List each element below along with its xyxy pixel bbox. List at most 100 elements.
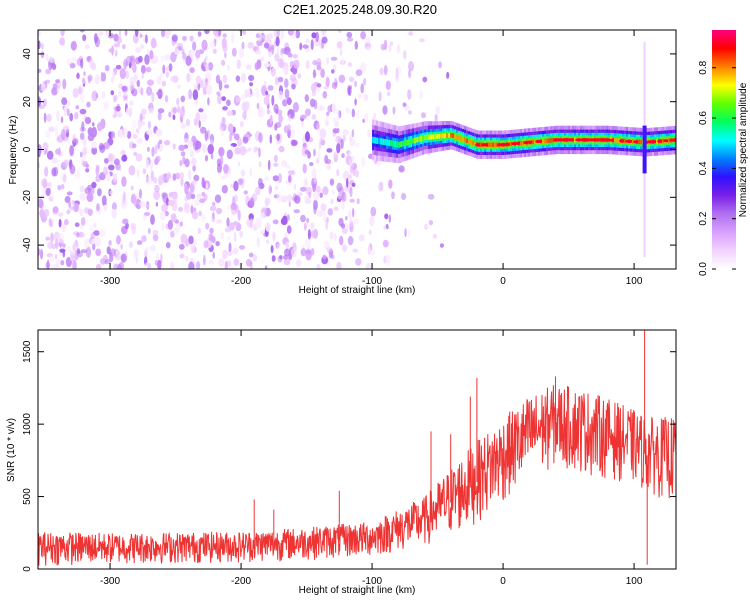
spectrogram-noise-cell bbox=[188, 169, 192, 180]
spectrogram-noise-cell bbox=[38, 30, 41, 37]
spectrogram-noise-cell bbox=[216, 207, 223, 215]
y-tick-label: 1500 bbox=[22, 340, 33, 363]
spectrogram-noise-cell bbox=[339, 235, 344, 246]
spectrogram-noise-cell bbox=[200, 112, 208, 123]
spectrogram-noise-cell bbox=[297, 73, 302, 79]
spectrogram-noise-cell bbox=[330, 198, 334, 205]
spectrogram-noise-cell bbox=[323, 241, 330, 250]
spectrogram-noise-cell bbox=[408, 61, 414, 72]
spectrogram-noise-cell bbox=[79, 185, 85, 193]
spectrogram-noise-cell bbox=[81, 121, 85, 132]
spectrogram-noise-cell bbox=[354, 40, 358, 50]
spectrogram-noise-cell bbox=[222, 106, 228, 111]
spectrogram-noise-cell bbox=[198, 210, 202, 217]
spectrogram-noise-cell bbox=[121, 85, 128, 92]
spectrogram-noise-cell bbox=[93, 230, 100, 236]
spectrogram-noise-cell bbox=[156, 252, 160, 261]
spectrogram-noise-cell bbox=[145, 34, 148, 44]
spectrogram-noise-cell bbox=[192, 211, 199, 220]
spectrogram-noise-cell bbox=[247, 147, 252, 152]
spectrogram-noise-cell bbox=[172, 75, 179, 83]
spectrogram-noise-cell bbox=[320, 68, 325, 78]
spectrogram-noise-cell bbox=[60, 30, 65, 37]
spectrogram-noise-cell bbox=[221, 184, 228, 194]
spectrogram-noise-cell bbox=[255, 33, 260, 39]
spectrogram-noise-cell bbox=[248, 74, 255, 82]
spectrogram-noise-cell bbox=[143, 212, 151, 216]
spectrogram-noise-cell bbox=[79, 30, 85, 33]
spectrogram-noise-cell bbox=[85, 44, 90, 50]
spectrogram-signal-band bbox=[372, 42, 676, 258]
spectrogram-band-cell bbox=[490, 142, 493, 147]
spectrogram-noise-cell bbox=[179, 172, 185, 179]
spectrogram-noise-cell bbox=[112, 173, 118, 184]
spectrogram-noise-cell bbox=[207, 62, 214, 71]
spectrogram-noise-cell bbox=[235, 75, 241, 82]
spectrogram-noise-cell bbox=[61, 223, 66, 233]
spectrogram-noise-cell bbox=[302, 44, 309, 49]
spectrogram-noise-cell bbox=[265, 239, 270, 244]
spectrogram-noise-cell bbox=[256, 102, 260, 110]
spectrogram-band-cell bbox=[452, 133, 455, 138]
x-tick-label: -200 bbox=[231, 276, 251, 287]
spectrogram-band-cell bbox=[468, 139, 471, 144]
spectrogram-noise-cell bbox=[131, 88, 138, 97]
spectrogram-noise-cell bbox=[283, 258, 291, 266]
spectrogram-noise-cell bbox=[258, 107, 265, 118]
spectrogram-band-peak bbox=[475, 143, 482, 147]
spectrogram-noise-cell bbox=[101, 195, 107, 207]
spectrogram-noise-cell bbox=[293, 209, 300, 214]
spectrogram-noise-cell bbox=[85, 246, 92, 258]
spectrogram-noise-cell bbox=[311, 83, 317, 93]
spectrogram-noise-cell bbox=[300, 214, 306, 223]
spectrogram-noise-cell bbox=[128, 107, 133, 118]
spectrogram-noise-cell bbox=[346, 31, 353, 38]
spectrogram-noise-cell bbox=[349, 76, 355, 83]
spectrogram-noise-layer bbox=[38, 30, 450, 269]
spectrogram-noise-cell bbox=[313, 148, 316, 157]
spectrogram-noise-cell bbox=[287, 174, 292, 183]
spectrogram-noise-cell bbox=[74, 112, 79, 120]
spectrogram-noise-cell bbox=[347, 235, 354, 246]
spectrogram-noise-cell bbox=[147, 263, 152, 269]
spectrogram-band-cell bbox=[448, 133, 451, 138]
spectrogram-noise-cell bbox=[154, 144, 158, 155]
spectrogram-noise-cell bbox=[239, 245, 245, 250]
spectrogram-noise-cell bbox=[244, 89, 249, 99]
spectrogram-band-cell bbox=[446, 133, 449, 138]
spectrogram-noise-cell bbox=[331, 189, 335, 195]
spectrogram-noise-cell bbox=[189, 67, 195, 74]
spectrogram-noise-cell bbox=[165, 71, 170, 78]
spectrogram-noise-cell bbox=[230, 202, 237, 211]
spectrogram-noise-cell bbox=[120, 198, 128, 210]
spectrogram-noise-cell bbox=[114, 49, 118, 57]
spectrogram-noise-cell bbox=[304, 94, 309, 103]
colorbar-tick-label: 0.6 bbox=[698, 111, 709, 125]
spectrogram-noise-cell bbox=[205, 77, 208, 83]
spectrogram-noise-cell bbox=[231, 32, 235, 44]
spectrogram-noise-cell bbox=[365, 46, 372, 51]
snr-frame bbox=[37, 329, 677, 570]
spectrogram-noise-cell bbox=[390, 41, 394, 46]
spectrogram-noise-cell bbox=[222, 43, 228, 53]
spectrogram-noise-cell bbox=[230, 183, 234, 189]
spectrogram-noise-cell bbox=[91, 238, 96, 245]
spectrogram-noise-cell bbox=[293, 31, 297, 38]
spectrogram-noise-cell bbox=[39, 248, 44, 260]
spectrogram-noise-cell bbox=[422, 76, 428, 83]
spectrogram-noise-cell bbox=[170, 213, 177, 223]
spectrogram-noise-cell bbox=[198, 120, 201, 128]
spectrogram-band-cell bbox=[428, 134, 431, 140]
spectrogram-noise-cell bbox=[336, 182, 343, 192]
spectrogram-noise-cell bbox=[99, 144, 106, 153]
spectrogram-noise-cell bbox=[282, 99, 288, 107]
spectrogram-noise-cell bbox=[205, 222, 210, 230]
spectrogram-noise-cell bbox=[354, 169, 360, 178]
spectrogram-band-cell bbox=[454, 134, 457, 139]
spectrogram-noise-cell bbox=[111, 209, 117, 219]
spectrogram-noise-cell bbox=[360, 31, 366, 40]
spectrogram-noise-cell bbox=[207, 144, 214, 155]
spectrogram-noise-cell bbox=[153, 177, 158, 184]
